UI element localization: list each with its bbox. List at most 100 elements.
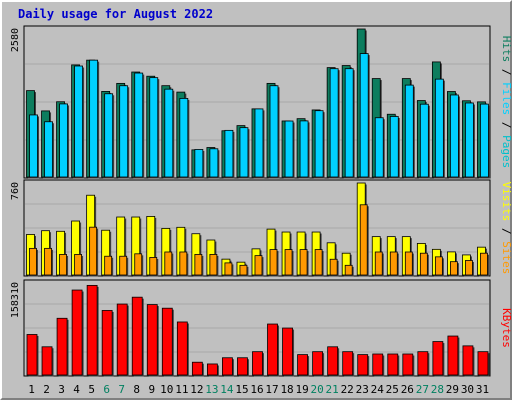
files-bar: [450, 94, 459, 178]
day-label: 17: [265, 383, 278, 396]
sites-bar: [450, 261, 458, 276]
legend-middle: Visits / Sites: [500, 182, 512, 275]
sites-bar: [44, 247, 52, 276]
panel-visits-sites: 760: [10, 179, 491, 277]
kbytes-bar: [71, 289, 83, 376]
sites-bar: [149, 257, 158, 276]
day-label: 15: [235, 383, 248, 396]
sites-bar: [134, 253, 143, 276]
sites-bar: [209, 254, 218, 276]
day-label: 11: [175, 383, 188, 396]
kbytes-bar: [432, 341, 444, 376]
day-label: 10: [160, 383, 173, 396]
day-label: 9: [148, 383, 155, 396]
day-label: 18: [280, 383, 293, 396]
kbytes-bar: [417, 351, 429, 376]
files-bar: [419, 103, 429, 178]
kbytes-bar: [477, 351, 489, 376]
kbytes-bar: [282, 327, 293, 376]
files-bar: [134, 72, 144, 178]
files-bar: [89, 59, 99, 178]
day-label: 20: [311, 383, 324, 396]
sites-bar: [239, 264, 248, 276]
legend-item: /: [500, 221, 512, 241]
sites-bar: [374, 251, 383, 276]
files-bar: [480, 103, 489, 178]
legend-item: Pages: [500, 135, 512, 168]
day-label: 13: [205, 383, 218, 396]
files-bar: [149, 77, 159, 178]
day-label: 24: [371, 383, 385, 396]
files-bar: [239, 127, 249, 178]
files-bar: [44, 121, 53, 178]
files-bar: [209, 148, 219, 178]
files-bar: [374, 117, 384, 178]
day-label: 5: [88, 383, 95, 396]
sites-bar: [344, 264, 353, 276]
sites-bar: [359, 204, 368, 276]
files-bar: [74, 65, 83, 178]
kbytes-bar: [86, 284, 98, 376]
sites-bar: [329, 258, 338, 276]
kbytes-bar: [342, 351, 354, 376]
files-bar: [299, 120, 309, 178]
kbytes-bar: [387, 353, 399, 376]
day-label: 4: [73, 383, 80, 396]
kbytes-bar: [116, 303, 128, 376]
day-label: 3: [58, 383, 65, 396]
kbytes-bar: [462, 345, 474, 376]
files-bar: [314, 110, 324, 178]
kbytes-bar: [327, 346, 339, 376]
legend-item: KBytes: [500, 308, 512, 348]
sites-bar: [404, 251, 413, 276]
day-label: 19: [295, 383, 308, 396]
day-label: 14: [220, 383, 234, 396]
kbytes-bar: [447, 335, 459, 376]
sites-bar: [419, 252, 428, 276]
day-label: 1: [28, 383, 35, 396]
panel-hits-files-pages: 2580: [10, 25, 491, 179]
kbytes-bar: [41, 346, 53, 376]
files-bar: [389, 116, 399, 178]
sites-bar: [224, 262, 233, 276]
day-label: 22: [341, 383, 354, 396]
y-max-label: 158310: [10, 282, 21, 318]
kbytes-bar: [56, 317, 68, 376]
sites-bar: [59, 254, 67, 276]
files-bar: [104, 93, 114, 178]
files-bar: [329, 68, 339, 178]
legend-item: Visits: [500, 182, 512, 222]
sites-bar: [389, 251, 398, 276]
day-label: 25: [386, 383, 399, 396]
day-label: 29: [446, 383, 459, 396]
legend-bottom: KBytes: [500, 308, 512, 348]
kbytes-bar: [297, 354, 308, 376]
kbytes-bar: [146, 304, 158, 376]
day-label: 21: [326, 383, 339, 396]
day-label: 27: [416, 383, 429, 396]
day-label: 31: [476, 383, 489, 396]
sites-bar: [269, 249, 278, 276]
sites-bar: [164, 251, 173, 276]
files-bar: [164, 88, 174, 178]
sites-bar: [89, 226, 98, 276]
kbytes-bar: [222, 357, 233, 376]
y-max-label: 2580: [10, 28, 21, 52]
kbytes-bar: [131, 296, 143, 376]
legend-item: /: [500, 62, 512, 82]
sites-bar: [299, 249, 308, 276]
sites-bar: [179, 251, 188, 276]
files-bar: [344, 68, 354, 178]
files-bar: [194, 149, 204, 178]
legend-item: Files: [500, 82, 512, 115]
kbytes-bar: [161, 307, 173, 376]
files-bar: [59, 103, 68, 178]
kbytes-bar: [402, 353, 414, 376]
files-bar: [465, 102, 474, 178]
sites-bar: [284, 249, 293, 276]
sites-bar: [74, 254, 82, 276]
kbytes-bar: [101, 310, 113, 376]
sites-bar: [104, 255, 113, 276]
kbytes-bar: [237, 357, 248, 376]
